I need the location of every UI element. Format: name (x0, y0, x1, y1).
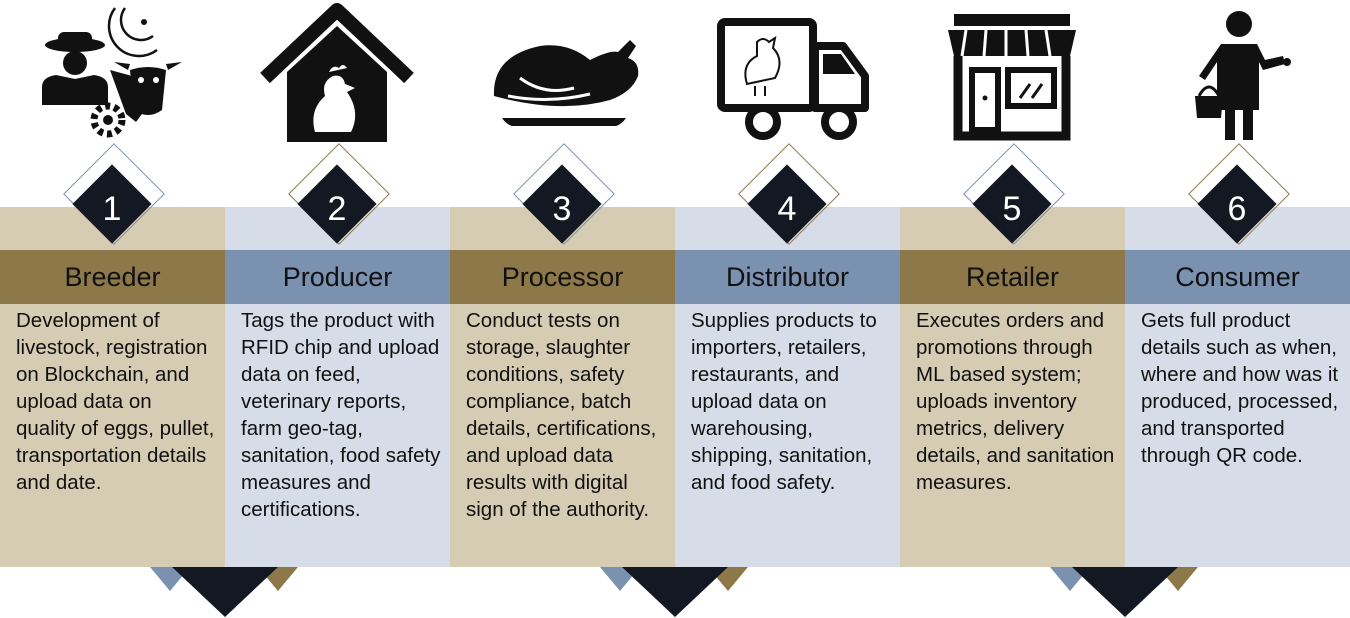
stage-title: Processor (450, 250, 675, 304)
store-front-icon (948, 14, 1076, 141)
stage-description: Gets full product details such as when, … (1141, 309, 1339, 467)
stage-description: Executes orders and promotions through M… (916, 309, 1115, 494)
stage-number: 1 (102, 190, 122, 228)
stage-title: Distributor (675, 250, 900, 304)
stage-number: 6 (1227, 190, 1247, 228)
roast-chicken-icon (493, 40, 639, 126)
stage-breeder: Breeder Development of livestock, regist… (0, 207, 225, 567)
stage-description: Development of livestock, registration o… (16, 309, 215, 494)
farmer-with-cow-icon (42, 7, 182, 138)
shopper-icon (1195, 11, 1291, 140)
stage-retailer: Retailer Executes orders and promotions … (900, 207, 1125, 567)
delivery-truck-icon (717, 18, 869, 140)
stage-title: Consumer (1125, 250, 1350, 304)
stage-title: Retailer (900, 250, 1125, 304)
stage-number: 3 (552, 190, 572, 228)
stage-title: Producer (225, 250, 450, 304)
stage-consumer: Consumer Gets full product details such … (1125, 207, 1350, 567)
bottom-connectors (150, 567, 1198, 617)
chicken-house-icon (260, 3, 414, 142)
stage-distributor: Distributor Supplies products to importe… (675, 207, 900, 567)
stage-description: Supplies products to importers, retailer… (691, 309, 877, 494)
stage-description: Conduct tests on storage, slaughter cond… (466, 309, 657, 521)
stage-number: 5 (1002, 190, 1022, 228)
stage-description: Tags the product with RFID chip and uplo… (241, 309, 441, 521)
stage-producer: Producer Tags the product with RFID chip… (225, 207, 450, 567)
stage-processor: Processor Conduct tests on storage, slau… (450, 207, 675, 567)
stage-number: 4 (777, 190, 797, 228)
stage-title: Breeder (0, 250, 225, 304)
stage-number: 2 (327, 190, 347, 228)
